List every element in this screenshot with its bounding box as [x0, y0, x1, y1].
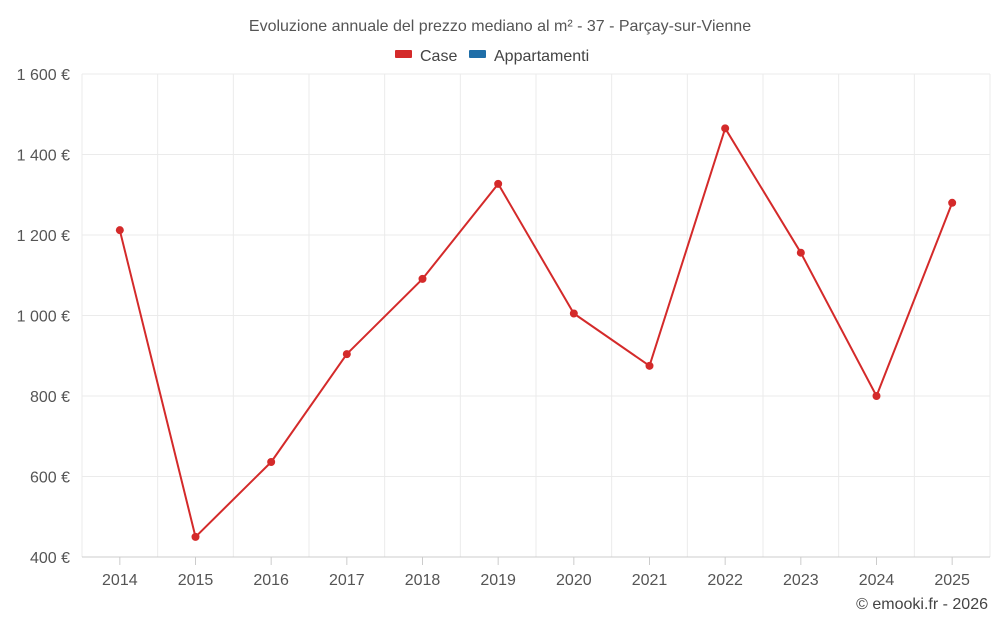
- x-tick-label: 2018: [405, 572, 441, 589]
- y-tick-label: 1 600 €: [17, 67, 70, 84]
- data-point-2021[interactable]: [645, 361, 654, 370]
- x-tick-label: 2025: [934, 572, 970, 589]
- x-tick-label: 2015: [178, 572, 214, 589]
- data-point-2016[interactable]: [267, 458, 276, 467]
- data-point-2020[interactable]: [569, 309, 578, 318]
- legend: Case Appartamenti: [395, 48, 589, 65]
- x-tick-label: 2024: [859, 572, 895, 589]
- legend-swatch-case[interactable]: [395, 50, 412, 58]
- y-tick-label: 1 200 €: [17, 228, 70, 245]
- x-tick-label: 2020: [556, 572, 592, 589]
- x-tick-label: 2017: [329, 572, 365, 589]
- data-point-2024[interactable]: [872, 392, 881, 400]
- x-tick-label: 2019: [480, 572, 516, 589]
- data-point-2014[interactable]: [115, 226, 124, 235]
- data-point-2023[interactable]: [796, 248, 805, 257]
- data-point-2017[interactable]: [342, 350, 351, 359]
- chart-title: Evoluzione annuale del prezzo mediano al…: [249, 18, 751, 35]
- y-tick-label: 400 €: [30, 550, 70, 567]
- x-gridlines: [81, 74, 991, 557]
- data-point-2022[interactable]: [721, 124, 730, 133]
- legend-swatch-appartamenti[interactable]: [469, 50, 486, 58]
- series-layer: [115, 124, 957, 541]
- y-tick-label: 1 000 €: [17, 309, 70, 326]
- x-tick-label: 2022: [707, 572, 743, 589]
- x-tick-label: 2014: [102, 572, 138, 589]
- x-tick-label: 2016: [253, 572, 289, 589]
- credit-text: © emooki.fr - 2026: [856, 596, 988, 613]
- x-axis-ticks: [119, 557, 953, 565]
- x-tick-label: 2023: [783, 572, 819, 589]
- data-point-2019[interactable]: [494, 179, 503, 188]
- series-line-case: [118, 127, 954, 538]
- x-tick-label: 2021: [632, 572, 668, 589]
- y-tick-label: 1 400 €: [17, 148, 70, 165]
- y-axis-labels: 400 € 600 € 800 € 1 000 € 1 200 € 1 400 € 1 60…: [17, 67, 70, 567]
- y-tick-label: 600 €: [30, 470, 70, 487]
- data-point-2015[interactable]: [191, 532, 200, 541]
- legend-label-appartamenti[interactable]: Appartamenti: [494, 48, 589, 65]
- data-point-2018[interactable]: [418, 274, 427, 283]
- data-point-2025[interactable]: [948, 198, 957, 207]
- x-axis-labels: 2014 2015 2016 2017 2018 2019 2020 2021 2022 2023…: [102, 572, 970, 589]
- legend-label-case[interactable]: Case: [420, 48, 457, 65]
- y-tick-label: 800 €: [30, 389, 70, 406]
